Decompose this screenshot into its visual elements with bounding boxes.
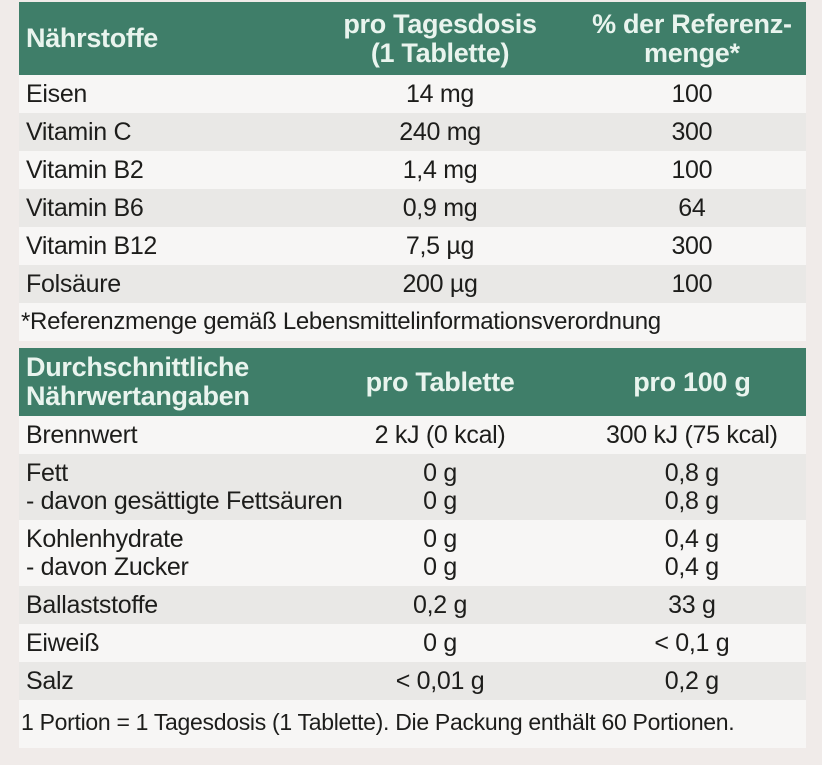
table-row-vitamin-b12: Vitamin B12 7,5 µg 300 [19, 227, 806, 265]
row-per-100g: 0,8 g [664, 459, 719, 487]
row-per-100g: 0,4 g [664, 525, 719, 553]
nutrients-table-header: Nährstoffe pro Tagesdosis (1 Tablette) %… [19, 2, 806, 75]
nutrients-header-col1: Nährstoffe [26, 23, 159, 53]
row-per-dose: 240 mg [399, 118, 481, 146]
row-percent-ref: 64 [678, 194, 706, 222]
row-label: Brennwert [26, 421, 138, 449]
row-label: Folsäure [26, 270, 121, 298]
row-percent-ref: 100 [671, 156, 713, 184]
row-per-100g: 33 g [668, 591, 716, 619]
row-per-tablet: < 0,01 g [395, 667, 485, 695]
table-row-eisen: Eisen 14 mg 100 [19, 75, 806, 113]
row-label: Kohlenhydrate [26, 525, 184, 553]
row-per-dose: 200 µg [402, 270, 478, 298]
row-per-tablet: 0 g [423, 629, 457, 657]
row-per-tablet: 0,2 g [412, 591, 468, 619]
row-per-dose: 1,4 mg [402, 156, 478, 184]
nutrition-header-col1: Durchschnittliche Nährwertangaben [26, 352, 250, 411]
row-per-100g: 0,4 g [664, 553, 719, 581]
row-per-dose: 7,5 µg [405, 232, 475, 260]
row-percent-ref: 300 [671, 118, 713, 146]
nutrients-header-col3: % der Referenz- menge* [592, 8, 792, 68]
table-row-gesaettigte-fettsaeuren: - davon gesättigte Fettsäuren 0 g 0,8 g [19, 487, 806, 515]
table-row-fett: Fett 0 g 0,8 g [19, 459, 806, 487]
portion-footer: 1 Portion = 1 Tagesdosis (1 Tablette). D… [19, 700, 806, 748]
table-row-salz: Salz < 0,01 g 0,2 g [19, 662, 806, 700]
row-label: Salz [26, 667, 74, 695]
table-row-eiweiss: Eiweiß 0 g < 0,1 g [19, 624, 806, 662]
row-per-tablet: 2 kJ (0 kcal) [374, 421, 506, 449]
table-row-folsaeure: Folsäure 200 µg 100 [19, 265, 806, 303]
row-label: Vitamin B6 [26, 194, 144, 222]
row-label: Vitamin B12 [26, 232, 158, 260]
row-per-100g: 0,8 g [664, 487, 719, 515]
table-row-brennwert: Brennwert 2 kJ (0 kcal) 300 kJ (75 kcal) [19, 416, 806, 454]
row-per-100g: 0,2 g [664, 667, 719, 695]
table-row-vitamin-b6: Vitamin B6 0,9 mg 64 [19, 189, 806, 227]
nutrition-header-col2: pro Tablette [365, 366, 515, 397]
row-label: - davon gesättigte Fettsäuren [26, 487, 343, 515]
table-row-zucker: - davon Zucker 0 g 0,4 g [19, 553, 806, 581]
table-gap [19, 341, 806, 348]
table-group-kohlenhydrate: Kohlenhydrate 0 g 0,4 g - davon Zucker 0… [19, 520, 806, 586]
row-per-tablet: 0 g [423, 459, 457, 487]
table-row-kohlenhydrate: Kohlenhydrate 0 g 0,4 g [19, 525, 806, 553]
row-percent-ref: 100 [671, 80, 713, 108]
table-row-ballaststoffe: Ballaststoffe 0,2 g 33 g [19, 586, 806, 624]
table-row-vitamin-b2: Vitamin B2 1,4 mg 100 [19, 151, 806, 189]
row-percent-ref: 300 [671, 232, 713, 260]
row-label: Vitamin B2 [26, 156, 144, 184]
row-per-tablet: 0 g [423, 553, 457, 581]
table-group-fett: Fett 0 g 0,8 g - davon gesättigte Fettsä… [19, 454, 806, 520]
row-per-tablet: 0 g [423, 487, 457, 515]
row-per-dose: 14 mg [406, 80, 475, 108]
row-label: Fett [26, 459, 68, 487]
label-sheet: Nährstoffe pro Tagesdosis (1 Tablette) %… [19, 2, 806, 748]
row-label: Vitamin C [26, 118, 132, 146]
row-label: Ballaststoffe [26, 591, 158, 619]
nutrition-table-header: Durchschnittliche Nährwertangaben pro Ta… [19, 348, 806, 416]
nutrition-header-col3: pro 100 g [633, 366, 751, 397]
reference-footnote: *Referenzmenge gemäß Lebensmittelinforma… [19, 303, 806, 341]
nutrients-header-col2: pro Tagesdosis (1 Tablette) [343, 8, 537, 68]
row-per-dose: 0,9 mg [402, 194, 478, 222]
row-label: Eiweiß [26, 629, 100, 657]
row-per-100g: < 0,1 g [654, 629, 730, 657]
row-per-100g: 300 kJ (75 kcal) [606, 421, 778, 449]
table-row-vitamin-c: Vitamin C 240 mg 300 [19, 113, 806, 151]
row-label: - davon Zucker [26, 553, 189, 581]
row-per-tablet: 0 g [423, 525, 457, 553]
row-label: Eisen [26, 80, 88, 108]
row-percent-ref: 100 [671, 270, 713, 298]
